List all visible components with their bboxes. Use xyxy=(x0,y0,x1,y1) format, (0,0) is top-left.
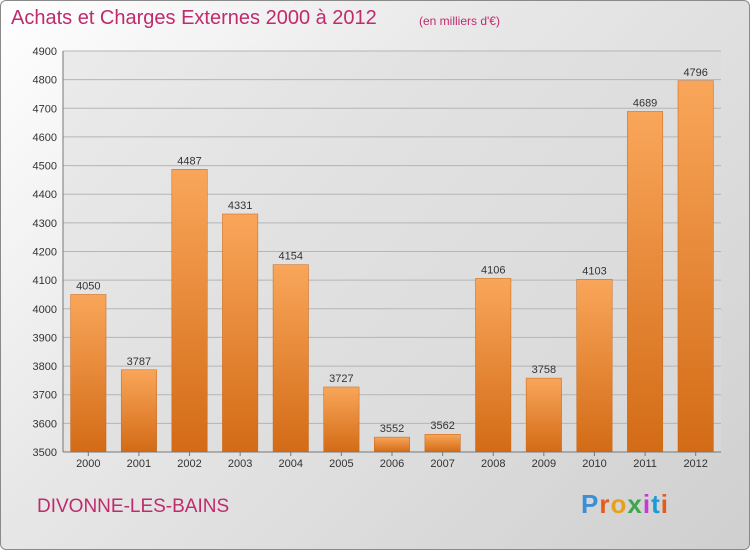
x-tick-label: 2004 xyxy=(279,458,303,470)
bar-value-label: 4050 xyxy=(76,280,100,292)
y-tick-label: 4100 xyxy=(33,275,57,287)
bar-value-label: 4331 xyxy=(228,200,252,212)
bar-2005 xyxy=(323,386,360,453)
logo-letter: t xyxy=(651,489,661,519)
x-tick-label: 2011 xyxy=(633,458,657,470)
y-tick-label: 3900 xyxy=(33,332,57,344)
x-tick-label: 2012 xyxy=(683,458,707,470)
bar-value-label: 3727 xyxy=(329,373,353,385)
y-tick-label: 4500 xyxy=(33,161,57,173)
bar-2006 xyxy=(374,436,410,453)
x-tick-label: 2008 xyxy=(481,458,505,470)
y-tick-label: 4000 xyxy=(33,304,57,316)
bar-value-label: 4106 xyxy=(481,264,505,276)
y-tick-label: 4800 xyxy=(33,75,57,87)
bar-value-label: 4103 xyxy=(582,265,606,277)
chart-subtitle: (en milliers d'€) xyxy=(419,14,500,28)
x-tick-label: 2002 xyxy=(177,458,201,470)
logo-letter: r xyxy=(599,489,611,519)
x-tick-label: 2001 xyxy=(127,458,151,470)
y-tick-label: 4200 xyxy=(33,247,57,259)
logo-letter: i xyxy=(642,489,652,519)
commune-name: DIVONNE-LES-BAINS xyxy=(37,496,230,517)
logo-letter: i xyxy=(660,489,669,519)
y-tick-label: 4900 xyxy=(33,46,57,58)
bar-value-label: 4689 xyxy=(633,97,657,109)
bar-value-label: 4796 xyxy=(683,67,707,79)
chart-title: Achats et Charges Externes 2000 à 2012 xyxy=(11,7,377,29)
y-tick-label: 3600 xyxy=(33,418,57,430)
logo-letter: x xyxy=(627,489,643,519)
bar-2004 xyxy=(272,264,309,453)
bar-2010 xyxy=(576,279,613,453)
bars: 4050 3787 4487 4331 4154 3727 3552 3562 4106 3758… xyxy=(70,67,714,453)
bar-value-label: 4487 xyxy=(177,155,201,167)
y-tick-label: 4700 xyxy=(33,103,57,115)
bar-value-label: 3552 xyxy=(380,423,404,435)
bar-2009 xyxy=(525,377,562,453)
x-tick-label: 2006 xyxy=(380,458,404,470)
logo-letter: P xyxy=(581,489,600,519)
bar-2000 xyxy=(70,294,107,453)
y-tick-label: 3800 xyxy=(33,361,57,373)
bar-2008 xyxy=(475,278,512,453)
bar-2011 xyxy=(627,111,664,453)
bar-value-label: 3562 xyxy=(430,420,454,432)
x-tick-label: 2009 xyxy=(532,458,556,470)
bar-2001 xyxy=(120,369,157,453)
y-tick-label: 3700 xyxy=(33,390,57,402)
x-tick-label: 2007 xyxy=(430,458,454,470)
logo-letter: o xyxy=(610,489,628,519)
y-tick-label: 4600 xyxy=(33,132,57,144)
y-tick-label: 4400 xyxy=(33,189,57,201)
x-tick-label: 2000 xyxy=(76,458,100,470)
x-tick-label: 2003 xyxy=(228,458,252,470)
bar-2003 xyxy=(222,213,259,453)
bar-value-label: 4154 xyxy=(279,251,303,263)
bar-value-label: 3758 xyxy=(532,364,556,376)
axes: 3500 3600 3700 3800 3900 4000 4100 4200 4300 4400… xyxy=(33,46,721,470)
bar-2007 xyxy=(424,433,461,453)
x-tick-label: 2005 xyxy=(329,458,353,470)
y-tick-label: 3500 xyxy=(33,447,57,459)
bar-2012 xyxy=(677,80,714,453)
y-tick-label: 4300 xyxy=(33,218,57,230)
x-tick-label: 2010 xyxy=(582,458,606,470)
proxiti-logo[interactable]: Proxiti xyxy=(581,489,669,520)
bar-value-label: 3787 xyxy=(127,356,151,368)
bar-2002 xyxy=(171,169,208,453)
